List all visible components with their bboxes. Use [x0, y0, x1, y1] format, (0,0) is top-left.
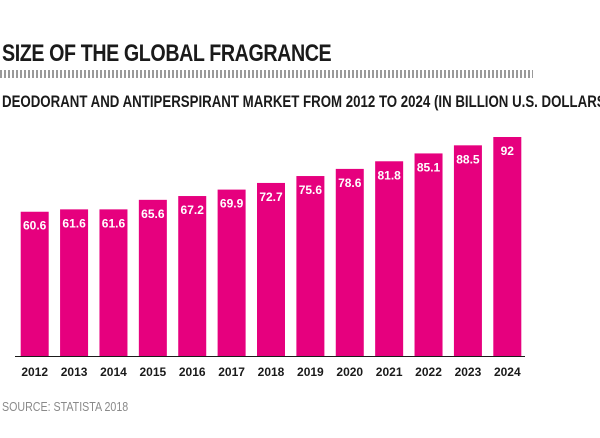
x-tick-label-2020: 2020 [336, 365, 363, 379]
bar-2019 [296, 176, 325, 356]
bar-2020 [335, 168, 364, 356]
source-note: SOURCE: STATISTA 2018 [2, 399, 129, 414]
bar-2013 [60, 209, 89, 356]
bar-2012 [20, 211, 49, 356]
bar-2022 [414, 153, 443, 356]
x-axis-ticks: 2012 2013 2014 2015 2016 2017 2018 2019 2020 2021… [21, 365, 521, 379]
bar-value-label-2015: 65.6 [141, 207, 165, 221]
bar-value-label-2012: 60.6 [23, 219, 47, 233]
bar-2018 [257, 182, 285, 356]
bars-group: 60.6 61.6 61.6 65.6 67.2 69.9 72.7 75.6 78.6 81.8… [20, 137, 522, 356]
bar-value-label-2016: 67.2 [181, 203, 205, 217]
bar-value-label-2021: 81.8 [377, 168, 401, 182]
x-tick-label-2015: 2015 [139, 365, 166, 379]
x-tick-label-2012: 2012 [21, 365, 48, 379]
x-tick-label-2024: 2024 [494, 365, 521, 379]
bar-2021 [375, 161, 404, 356]
chart-subtitle: DEODORANT AND ANTIPERSPIRANT MARKET FROM… [2, 92, 600, 111]
x-tick-label-2017: 2017 [218, 365, 245, 379]
x-tick-label-2014: 2014 [100, 365, 127, 379]
bar-value-label-2024: 92 [501, 144, 515, 158]
bar-2016 [178, 196, 207, 356]
bar-value-label-2023: 88.5 [456, 152, 480, 166]
bar-value-label-2013: 61.6 [62, 216, 86, 230]
x-tick-label-2016: 2016 [179, 365, 206, 379]
x-tick-label-2013: 2013 [61, 365, 88, 379]
x-tick-label-2018: 2018 [258, 365, 285, 379]
x-tick-label-2021: 2021 [376, 365, 403, 379]
bar-value-label-2020: 78.6 [338, 176, 362, 190]
bar-2024 [493, 137, 522, 356]
x-tick-label-2023: 2023 [455, 365, 482, 379]
bar-2015 [138, 199, 167, 356]
chart-title: SIZE OF THE GLOBAL FRAGRANCE [2, 40, 332, 67]
bar-2023 [453, 145, 482, 356]
bar-2017 [217, 189, 246, 356]
x-tick-label-2022: 2022 [415, 365, 442, 379]
title-divider [0, 70, 533, 78]
bar-2014 [99, 209, 128, 356]
bar-value-label-2022: 85.1 [417, 160, 441, 174]
bar-value-label-2014: 61.6 [102, 216, 126, 230]
x-tick-label-2019: 2019 [297, 365, 324, 379]
bar-value-label-2017: 69.9 [220, 197, 244, 211]
bar-value-label-2019: 75.6 [299, 183, 323, 197]
bar-value-label-2018: 72.7 [259, 190, 283, 204]
